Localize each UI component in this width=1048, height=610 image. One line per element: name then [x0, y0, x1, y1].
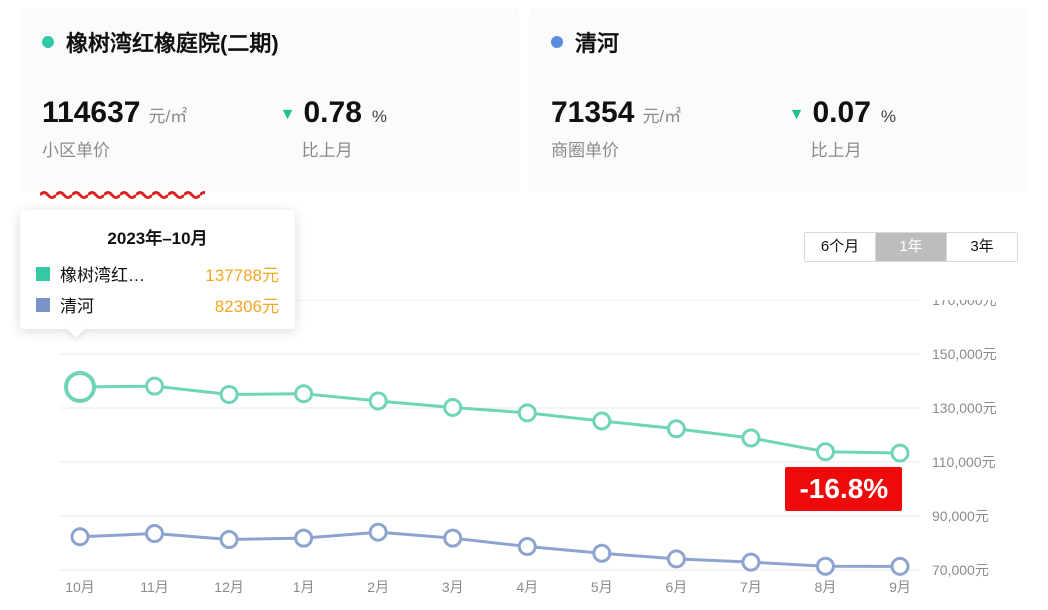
range-option[interactable]: 6个月	[805, 233, 875, 261]
svg-text:70,000元: 70,000元	[932, 562, 989, 578]
card-title-row: 橡树湾红橡庭院(二期)	[42, 26, 497, 58]
tooltip-row: 橡树湾红… 137788元	[36, 261, 279, 286]
price-line-chart: 70,000元 90,000元 110,000元 130,000元 150,000元 17…	[40, 300, 1020, 600]
card-district: 清河 71354 元/㎡ 商圈单价 ▼ 0.07 % 比上月	[529, 8, 1028, 191]
district-price-sub: 商圈单价	[551, 136, 681, 161]
tooltip-label: 橡树湾红…	[60, 261, 145, 286]
community-delta-pct: %	[372, 107, 387, 127]
svg-text:2月: 2月	[367, 579, 389, 595]
annotation-squiggle	[40, 190, 205, 200]
svg-text:4月: 4月	[516, 579, 538, 595]
metric-price: 114637 元/㎡ 小区单价	[42, 98, 187, 161]
tooltip-value: 82306元	[215, 292, 279, 317]
district-price-value: 71354	[551, 98, 634, 128]
svg-text:170,000元: 170,000元	[932, 300, 997, 308]
district-price-unit: 元/㎡	[642, 102, 681, 127]
card-metrics: 114637 元/㎡ 小区单价 ▼ 0.78 % 比上月	[42, 98, 497, 161]
svg-text:110,000元: 110,000元	[932, 454, 996, 470]
community-delta-value: 0.78	[303, 98, 361, 128]
metric-delta: ▼ 0.07 % 比上月	[789, 98, 896, 161]
svg-text:6月: 6月	[665, 579, 687, 595]
svg-text:5月: 5月	[591, 579, 613, 595]
card-district-title: 清河	[575, 26, 619, 58]
district-delta-pct: %	[881, 107, 896, 127]
tooltip-swatch	[36, 267, 50, 281]
range-option[interactable]: 1年	[875, 233, 946, 261]
delta-down-icon: ▼	[789, 106, 805, 124]
svg-text:1月: 1月	[293, 579, 315, 595]
svg-text:7月: 7月	[740, 579, 762, 595]
metric-price: 71354 元/㎡ 商圈单价	[551, 98, 681, 161]
card-metrics: 71354 元/㎡ 商圈单价 ▼ 0.07 % 比上月	[551, 98, 1006, 161]
community-delta-sub: 比上月	[302, 136, 387, 161]
tooltip-label: 清河	[60, 292, 94, 317]
tooltip-swatch	[36, 298, 50, 312]
district-delta-value: 0.07	[812, 98, 870, 128]
tooltip-arrow-icon	[66, 328, 86, 338]
series-dot-community	[42, 36, 54, 48]
metric-delta: ▼ 0.78 % 比上月	[280, 98, 387, 161]
delta-down-icon: ▼	[280, 106, 296, 124]
price-trend-panel: 橡树湾红橡庭院(二期) 114637 元/㎡ 小区单价 ▼ 0.78 %	[0, 0, 1048, 610]
tooltip-row: 清河 82306元	[36, 292, 279, 317]
chart-tooltip: 2023年–10月 橡树湾红… 137788元清河 82306元	[20, 210, 295, 329]
range-option[interactable]: 3年	[946, 233, 1017, 261]
range-toggle: 6个月1年3年	[804, 232, 1018, 262]
summary-cards: 橡树湾红橡庭院(二期) 114637 元/㎡ 小区单价 ▼ 0.78 %	[20, 8, 1028, 191]
card-community-title: 橡树湾红橡庭院(二期)	[66, 26, 279, 58]
card-title-row: 清河	[551, 26, 1006, 58]
svg-text:12月: 12月	[214, 579, 244, 595]
tooltip-value: 137788元	[205, 261, 279, 286]
svg-text:150,000元: 150,000元	[932, 346, 997, 362]
community-price-unit: 元/㎡	[148, 102, 187, 127]
district-delta-sub: 比上月	[811, 136, 896, 161]
svg-text:90,000元: 90,000元	[932, 508, 989, 524]
svg-text:9月: 9月	[889, 579, 911, 595]
svg-text:3月: 3月	[442, 579, 464, 595]
svg-text:10月: 10月	[65, 579, 95, 595]
tooltip-title: 2023年–10月	[36, 224, 279, 249]
card-community: 橡树湾红橡庭院(二期) 114637 元/㎡ 小区单价 ▼ 0.78 %	[20, 8, 519, 191]
change-badge: -16.8%	[785, 467, 902, 511]
svg-text:8月: 8月	[815, 579, 837, 595]
community-price-value: 114637	[42, 98, 140, 128]
svg-text:11月: 11月	[140, 579, 169, 595]
community-price-sub: 小区单价	[42, 136, 187, 161]
series-dot-district	[551, 36, 563, 48]
svg-text:130,000元: 130,000元	[932, 400, 997, 416]
